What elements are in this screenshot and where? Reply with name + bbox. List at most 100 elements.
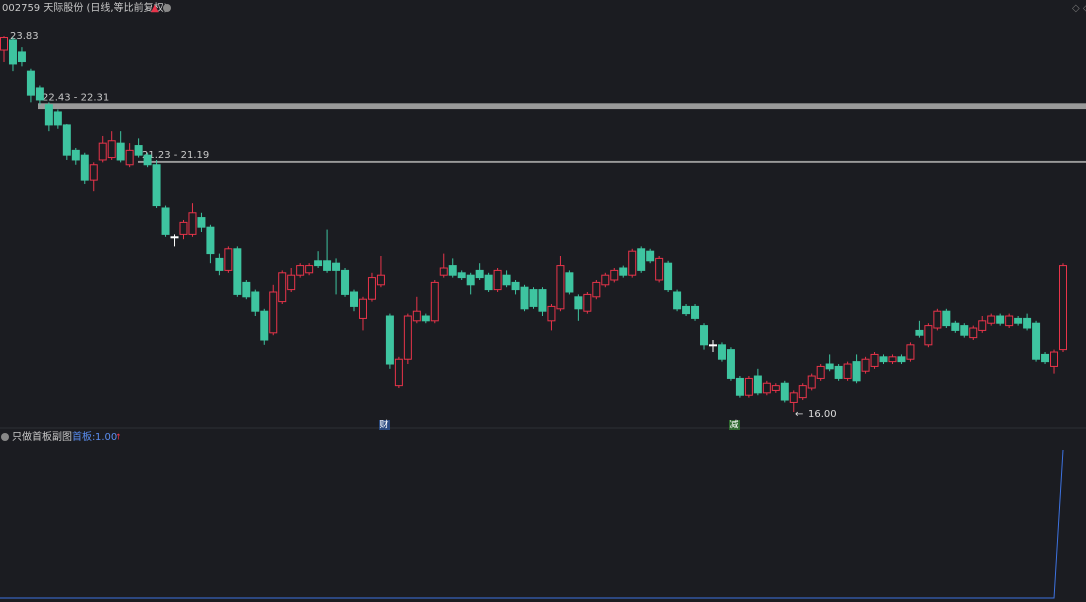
candle-body (8, 39, 17, 65)
candle-body (960, 325, 969, 336)
panel-icon[interactable] (1, 433, 9, 441)
candle-body (511, 281, 520, 291)
candle-body (466, 274, 475, 286)
candle-body (655, 257, 664, 281)
candle-body (457, 272, 466, 279)
candle-body (161, 207, 170, 235)
candle-body (89, 164, 98, 181)
candle-body (269, 291, 278, 334)
candle-body (62, 124, 71, 156)
sub-title: 只做首板副图 (12, 430, 72, 443)
candle-body (1059, 265, 1067, 351)
candle-body (403, 315, 412, 360)
candle-body (735, 377, 744, 396)
candle-body (475, 269, 484, 279)
signal-icon: ▲ (151, 3, 159, 14)
candle-body (484, 274, 493, 291)
candle-body (98, 142, 107, 161)
candle-body (987, 315, 996, 324)
candle-body (717, 344, 726, 360)
low-label: 16.00 (808, 409, 837, 420)
candle-body (574, 296, 583, 310)
candle-body (125, 149, 134, 166)
candle-body (780, 382, 789, 401)
candle-body (610, 269, 619, 281)
candle-body (430, 281, 439, 322)
candle-body (897, 356, 906, 363)
arrow: ← (795, 409, 803, 420)
marker-box (379, 420, 390, 430)
window-controls[interactable]: ◇ ◇ (1072, 3, 1086, 14)
level-label: 21.23 - 21.19 (142, 150, 209, 161)
chart-title: 002759 天际股份 (日线,等比前复权) (2, 1, 168, 14)
candle-body (798, 385, 807, 399)
candle-body (601, 274, 610, 286)
candle-body (556, 265, 565, 310)
high-label: 23.83 (10, 31, 39, 42)
candle-body (888, 356, 897, 363)
candle-body (439, 267, 448, 276)
candle-body (251, 291, 260, 312)
candle-body (296, 265, 305, 276)
candle-body (412, 310, 421, 322)
candle-body (978, 320, 987, 331)
candle-body (682, 305, 691, 315)
candle-body (592, 281, 601, 298)
candle-body (744, 377, 753, 396)
level-band (138, 160, 1086, 163)
candle-body (287, 274, 296, 291)
candle-body (1014, 317, 1023, 324)
candle-body (179, 221, 188, 235)
candle-body (323, 260, 332, 271)
settings-icon[interactable] (163, 4, 171, 12)
candle-body (565, 272, 574, 293)
candle-body (906, 344, 915, 360)
candle-body (314, 260, 323, 267)
candle-body (673, 291, 682, 310)
candle-body (753, 375, 762, 394)
candle-body (664, 262, 673, 291)
candle-body (260, 310, 269, 341)
candle-body (834, 365, 843, 379)
candle-body (637, 248, 646, 271)
candle-body (394, 358, 403, 387)
candle-body (816, 365, 825, 379)
candle-body (969, 327, 978, 339)
candle-body (619, 267, 628, 276)
candle-body (197, 217, 206, 228)
level-band (38, 103, 1086, 110)
candle-body (385, 315, 394, 365)
candle-body (825, 363, 834, 370)
candle-body (538, 289, 547, 312)
candle-body (708, 344, 717, 347)
candle-body (547, 305, 556, 322)
candle-body (215, 257, 224, 271)
candle-body (628, 250, 637, 276)
candle-body (80, 154, 89, 181)
candle-body (915, 329, 924, 336)
candle-body (107, 140, 116, 159)
candle-body (421, 315, 430, 322)
candle-body (807, 375, 816, 389)
candle-body (278, 272, 287, 303)
candle-body (367, 277, 376, 300)
indicator-line (0, 449, 1064, 599)
candle-body (242, 281, 251, 298)
candle-body (305, 265, 314, 274)
candle-body (996, 315, 1005, 324)
candle-body (35, 87, 44, 101)
candle-body (726, 349, 735, 379)
candle-body (1050, 351, 1059, 367)
candle-body (700, 325, 709, 346)
candle-body (762, 382, 771, 394)
candle-body (861, 358, 870, 372)
candle-body (170, 236, 179, 239)
candle-body (924, 325, 933, 346)
candle-body (843, 363, 852, 379)
candle-body (233, 248, 242, 295)
candle-body (17, 51, 26, 63)
candle-body (646, 250, 655, 262)
candle-body (879, 356, 888, 363)
marker: 财 (379, 419, 388, 431)
